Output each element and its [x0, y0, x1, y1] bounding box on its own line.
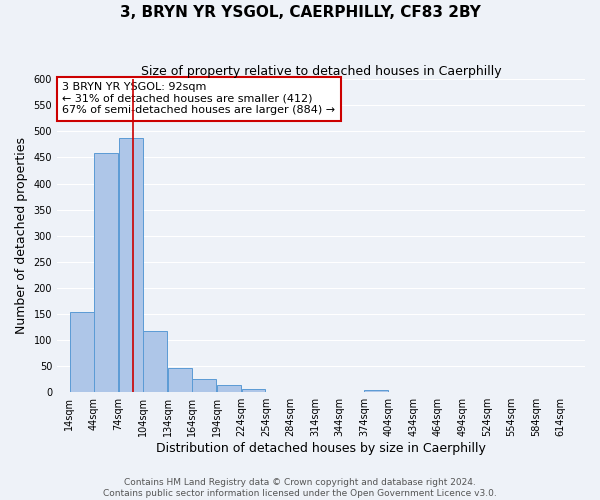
Bar	[168, 368, 192, 392]
Y-axis label: Number of detached properties: Number of detached properties	[15, 137, 28, 334]
Bar	[70, 312, 94, 392]
Text: Contains HM Land Registry data © Crown copyright and database right 2024.
Contai: Contains HM Land Registry data © Crown c…	[103, 478, 497, 498]
Bar	[242, 388, 265, 392]
Text: 3 BRYN YR YSGOL: 92sqm
← 31% of detached houses are smaller (412)
67% of semi-de: 3 BRYN YR YSGOL: 92sqm ← 31% of detached…	[62, 82, 335, 116]
Text: 3, BRYN YR YSGOL, CAERPHILLY, CF83 2BY: 3, BRYN YR YSGOL, CAERPHILLY, CF83 2BY	[119, 5, 481, 20]
Bar	[94, 154, 118, 392]
X-axis label: Distribution of detached houses by size in Caerphilly: Distribution of detached houses by size …	[156, 442, 486, 455]
Bar	[217, 385, 241, 392]
Bar	[193, 379, 217, 392]
Bar	[119, 138, 143, 392]
Bar	[143, 331, 167, 392]
Bar	[364, 390, 388, 392]
Title: Size of property relative to detached houses in Caerphilly: Size of property relative to detached ho…	[141, 65, 502, 78]
